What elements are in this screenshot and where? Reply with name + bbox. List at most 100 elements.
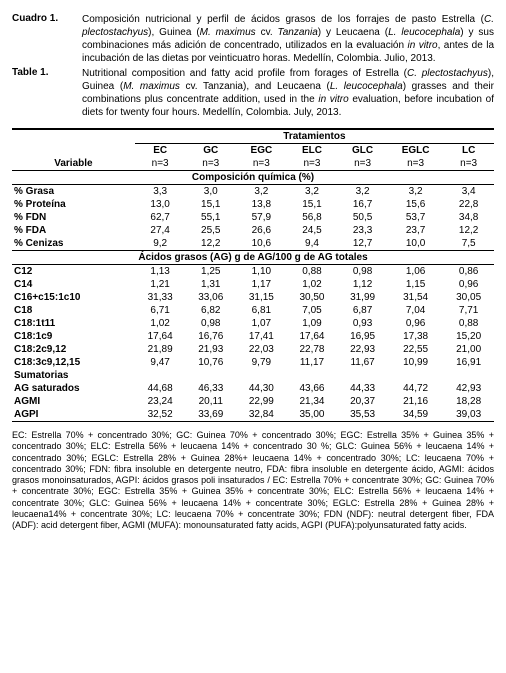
treatment-col: LC — [443, 144, 494, 158]
data-cell: 33,06 — [185, 291, 236, 304]
data-cell: 44,30 — [236, 382, 287, 395]
data-cell: 0,86 — [443, 265, 494, 279]
data-cell: 12,7 — [337, 237, 388, 251]
data-cell: 7,5 — [443, 237, 494, 251]
data-cell: 27,4 — [135, 224, 186, 237]
row-label: % FDA — [12, 224, 135, 237]
variable-header: Variable — [12, 157, 135, 171]
caption-en-label: Table 1. — [12, 66, 82, 120]
data-cell: 10,99 — [388, 356, 443, 369]
row-label: C18:1t11 — [12, 317, 135, 330]
data-cell: 6,81 — [236, 304, 287, 317]
row-label: AG saturados — [12, 382, 135, 395]
data-cell: 0,88 — [443, 317, 494, 330]
data-cell: 7,71 — [443, 304, 494, 317]
data-cell: 6,82 — [185, 304, 236, 317]
data-cell: 34,8 — [443, 211, 494, 224]
data-cell: 0,98 — [337, 265, 388, 279]
row-label: C18:1c9 — [12, 330, 135, 343]
data-cell: 3,0 — [185, 185, 236, 199]
data-cell: 23,3 — [337, 224, 388, 237]
data-cell: 0,93 — [337, 317, 388, 330]
data-cell: 16,95 — [337, 330, 388, 343]
data-cell: 1,15 — [388, 278, 443, 291]
data-cell: 0,96 — [388, 317, 443, 330]
data-cell: 35,53 — [337, 408, 388, 422]
n-cell: n=3 — [337, 157, 388, 171]
n-cell: n=3 — [236, 157, 287, 171]
data-cell: 32,52 — [135, 408, 186, 422]
data-cell: 16,76 — [185, 330, 236, 343]
data-table: Tratamientos ECGCEGCELCGLCEGLCLC Variabl… — [12, 128, 494, 422]
data-cell: 3,2 — [236, 185, 287, 199]
data-cell: 1,06 — [388, 265, 443, 279]
caption-en-text: Nutritional composition and fatty acid p… — [82, 66, 494, 120]
data-cell: 44,72 — [388, 382, 443, 395]
data-cell: 16,7 — [337, 198, 388, 211]
caption-es-text: Composición nutricional y perfil de ácid… — [82, 12, 494, 66]
data-cell: 1,13 — [135, 265, 186, 279]
data-cell: 20,11 — [185, 395, 236, 408]
data-cell: 6,87 — [337, 304, 388, 317]
data-cell: 10,6 — [236, 237, 287, 251]
treatments-header: Tratamientos — [135, 129, 494, 144]
treatment-col: EGC — [236, 144, 287, 158]
data-cell: 24,5 — [287, 224, 338, 237]
row-label: C18:2c9,12 — [12, 343, 135, 356]
data-cell: 55,1 — [185, 211, 236, 224]
data-cell: 13,0 — [135, 198, 186, 211]
data-cell: 31,15 — [236, 291, 287, 304]
caption-block: Cuadro 1. Composición nutricional y perf… — [12, 12, 494, 120]
data-cell: 22,78 — [287, 343, 338, 356]
data-cell: 39,03 — [443, 408, 494, 422]
data-cell: 16,91 — [443, 356, 494, 369]
caption-es-label: Cuadro 1. — [12, 12, 82, 66]
data-cell: 21,34 — [287, 395, 338, 408]
data-cell: 1,31 — [185, 278, 236, 291]
data-cell: 33,69 — [185, 408, 236, 422]
row-label: C18:3c9,12,15 — [12, 356, 135, 369]
n-cell: n=3 — [388, 157, 443, 171]
data-cell: 31,54 — [388, 291, 443, 304]
data-cell: 30,50 — [287, 291, 338, 304]
data-cell: 15,20 — [443, 330, 494, 343]
data-cell: 35,00 — [287, 408, 338, 422]
data-cell: 1,09 — [287, 317, 338, 330]
treatment-col: EGLC — [388, 144, 443, 158]
data-cell: 22,99 — [236, 395, 287, 408]
data-cell: 30,05 — [443, 291, 494, 304]
data-cell: 23,7 — [388, 224, 443, 237]
data-cell: 44,33 — [337, 382, 388, 395]
data-cell: 1,25 — [185, 265, 236, 279]
row-label: C12 — [12, 265, 135, 279]
data-cell: 10,0 — [388, 237, 443, 251]
data-cell: 21,93 — [185, 343, 236, 356]
data-cell: 11,67 — [337, 356, 388, 369]
data-cell: 20,37 — [337, 395, 388, 408]
data-cell: 0,88 — [287, 265, 338, 279]
data-cell: 46,33 — [185, 382, 236, 395]
data-cell: 17,41 — [236, 330, 287, 343]
data-cell: 15,1 — [287, 198, 338, 211]
n-cell: n=3 — [287, 157, 338, 171]
data-cell: 53,7 — [388, 211, 443, 224]
data-cell: 9,2 — [135, 237, 186, 251]
row-label: % Proteína — [12, 198, 135, 211]
data-cell: 1,02 — [287, 278, 338, 291]
data-cell: 62,7 — [135, 211, 186, 224]
data-cell: 3,2 — [388, 185, 443, 199]
data-cell: 7,05 — [287, 304, 338, 317]
data-cell: 31,33 — [135, 291, 186, 304]
data-cell: 10,76 — [185, 356, 236, 369]
data-cell: 21,16 — [388, 395, 443, 408]
row-label: % Grasa — [12, 185, 135, 199]
data-cell: 57,9 — [236, 211, 287, 224]
data-cell: 9,4 — [287, 237, 338, 251]
row-label: C16+c15:1c10 — [12, 291, 135, 304]
data-cell: 13,8 — [236, 198, 287, 211]
data-cell: 0,96 — [443, 278, 494, 291]
data-cell: 6,71 — [135, 304, 186, 317]
row-label: % FDN — [12, 211, 135, 224]
data-cell: 22,93 — [337, 343, 388, 356]
data-cell: 1,21 — [135, 278, 186, 291]
